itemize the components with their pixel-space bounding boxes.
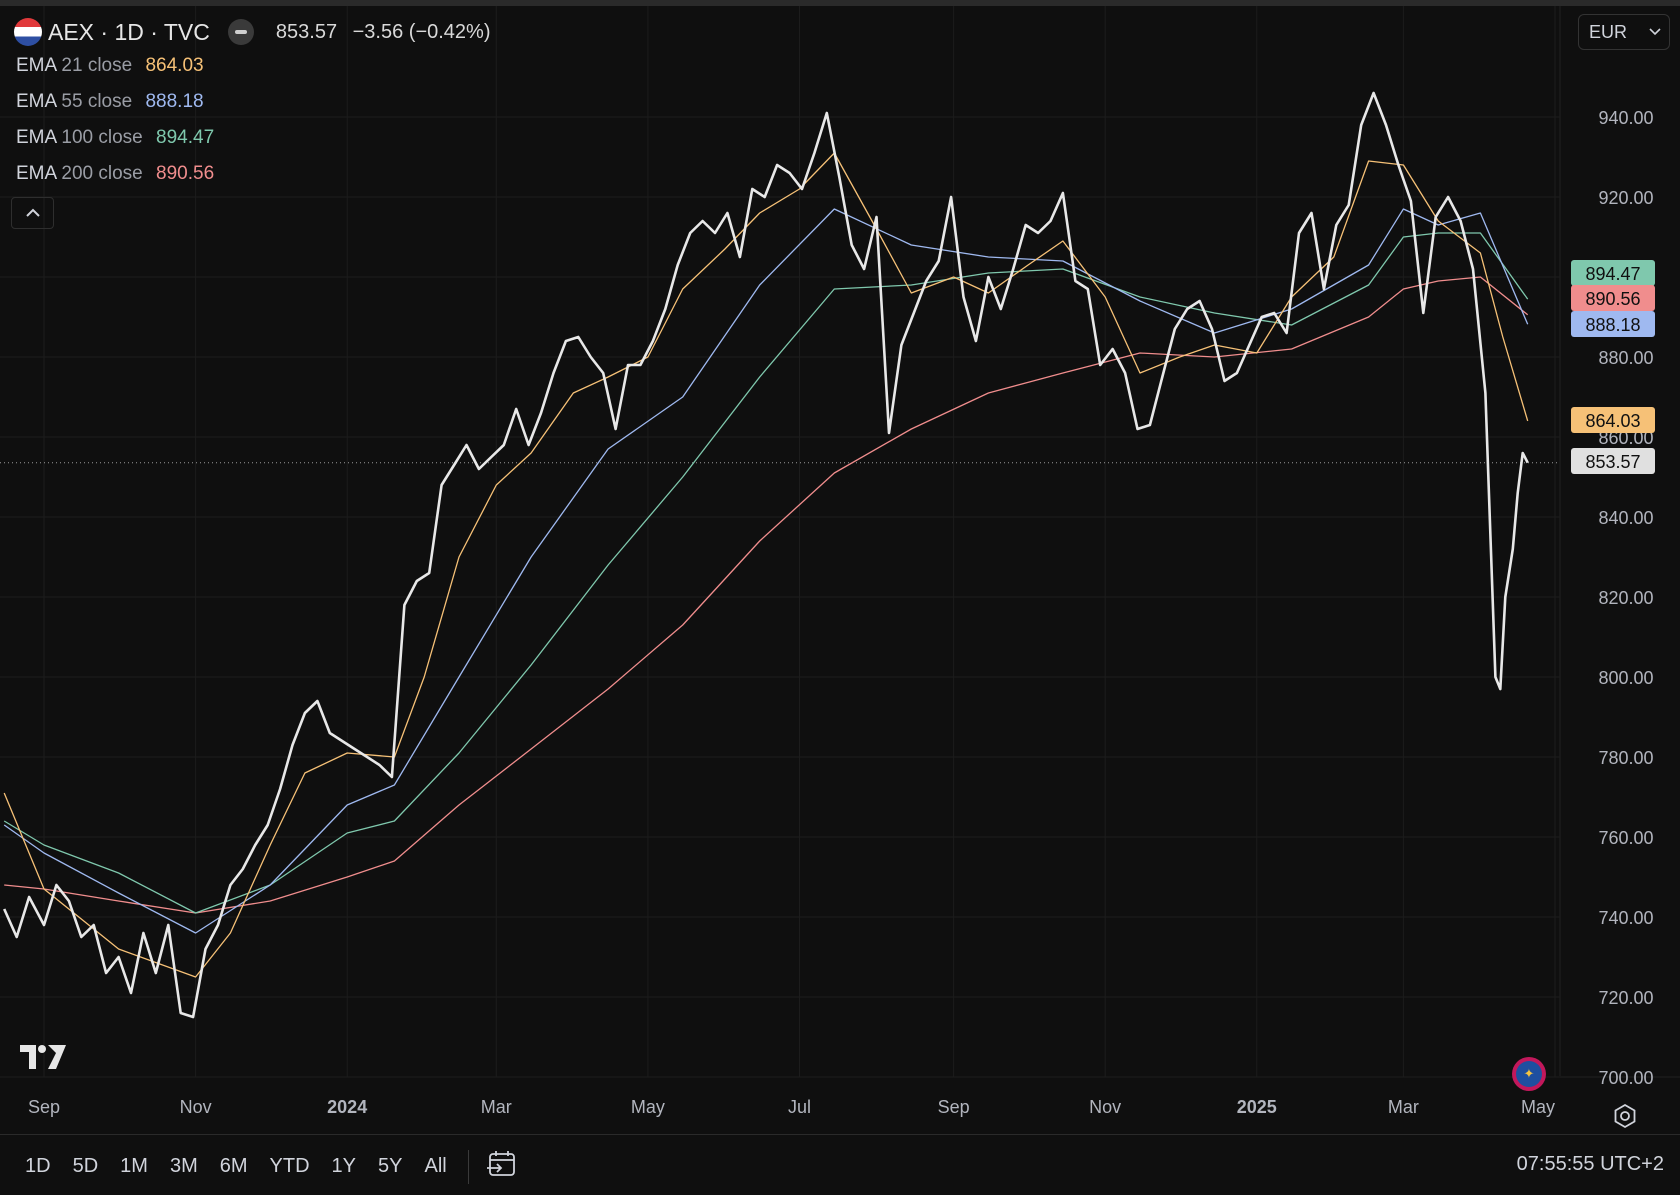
indicator-value: 890.56 <box>156 163 215 184</box>
indicator-name: EMA <box>16 127 57 148</box>
x-tick-label: Sep <box>938 1097 970 1117</box>
range-ytd-button[interactable]: YTD <box>269 1155 310 1177</box>
ema-series-line <box>3 152 1529 978</box>
last-price: 853.57 <box>275 20 338 43</box>
indicator-value: 888.18 <box>145 91 204 112</box>
indicator-params: 55 close <box>61 91 133 112</box>
range-all-button[interactable]: All <box>424 1155 447 1177</box>
price-tag-label: 894.47 <box>1585 264 1640 284</box>
price-tag-label: 864.03 <box>1585 411 1640 431</box>
price-tag-label: 853.57 <box>1585 452 1640 472</box>
indicator-params: 200 close <box>61 163 143 184</box>
range-1m-button[interactable]: 1M <box>120 1155 148 1177</box>
range-3m-button[interactable]: 3M <box>169 1155 198 1177</box>
indicator-ema-21[interactable]: EMA 21 close 864.03 <box>16 55 204 77</box>
indicator-name: EMA <box>16 55 57 76</box>
price-chart[interactable]: 700.00 720.00 740.00 760.00 780.00 800.00 820.… <box>0 6 1680 1134</box>
symbol-title[interactable]: AEX · 1D · TVC <box>48 18 210 45</box>
market-status-icon[interactable] <box>227 19 254 45</box>
settings-gear-icon[interactable] <box>1612 1103 1638 1134</box>
indicator-value: 864.03 <box>145 55 204 76</box>
x-tick-label: Sep <box>28 1097 60 1117</box>
currency-select[interactable]: EUR <box>1578 14 1670 50</box>
price-tag <box>1571 285 1655 311</box>
x-tick-label: Jul <box>788 1097 811 1117</box>
window-top-edge <box>0 0 1680 6</box>
indicator-name: EMA <box>16 91 57 112</box>
collapse-chevron-icon <box>25 208 40 217</box>
ema-series-line <box>3 208 1529 934</box>
y-tick-label: 880.00 <box>1598 348 1653 368</box>
netherlands-flag-icon <box>14 18 42 46</box>
y-tick-label: 780.00 <box>1598 748 1653 768</box>
x-tick-label: 2025 <box>1237 1097 1277 1117</box>
ema-series-line <box>3 232 1529 914</box>
indicator-params: 100 close <box>61 127 143 148</box>
x-tick-label: Mar <box>481 1097 512 1117</box>
indicator-ema-100[interactable]: EMA 100 close 894.47 <box>16 127 214 149</box>
y-tick-label: 740.00 <box>1598 908 1653 928</box>
range-1y-button[interactable]: 1Y <box>331 1155 357 1177</box>
toolbar-divider <box>467 1149 469 1184</box>
x-tick-label: Mar <box>1388 1097 1419 1117</box>
ema-series-line <box>4 276 1529 914</box>
range-buttons: 1D 5D 1M 3M 6M YTD 1Y 5Y All <box>14 1149 517 1184</box>
indicator-ema-200[interactable]: EMA 200 close 890.56 <box>16 163 214 185</box>
price-tag-label: 890.56 <box>1585 289 1640 309</box>
eu-stars: ✦ <box>1516 1061 1542 1087</box>
range-6m-button[interactable]: 6M <box>219 1155 248 1177</box>
chevron-down-icon <box>1649 28 1661 36</box>
indicator-name: EMA <box>16 163 57 184</box>
y-tick-label: 940.00 <box>1598 108 1653 128</box>
y-tick-label: 720.00 <box>1598 988 1653 1008</box>
x-tick-label: May <box>1521 1097 1555 1117</box>
price-change: −3.56 (−0.42%) <box>352 20 491 43</box>
calendar-goto-icon[interactable] <box>486 1150 517 1183</box>
clock-timezone[interactable]: 07:55:55 UTC+2 <box>1516 1153 1664 1175</box>
y-tick-label: 760.00 <box>1598 828 1653 848</box>
price-tag <box>1571 260 1655 286</box>
y-tick-label: 920.00 <box>1598 188 1653 208</box>
tradingview-logo-icon[interactable] <box>20 1045 66 1074</box>
y-tick-label: 700.00 <box>1598 1068 1653 1088</box>
indicator-params: 21 close <box>61 55 133 76</box>
y-tick-label: 800.00 <box>1598 668 1653 688</box>
bottom-toolbar: 1D 5D 1M 3M 6M YTD 1Y 5Y All 07:55:55 UT… <box>0 1134 1680 1195</box>
range-5y-button[interactable]: 5Y <box>378 1155 403 1177</box>
price-tag <box>1571 407 1655 433</box>
price-series-line <box>3 91 1529 1019</box>
collapse-legend-button[interactable] <box>11 197 54 229</box>
y-tick-label: 820.00 <box>1598 588 1653 608</box>
indicator-value: 894.47 <box>156 127 215 148</box>
currency-label: EUR <box>1589 21 1628 42</box>
eu-flag-icon[interactable]: ✦ <box>1512 1057 1546 1091</box>
price-tag <box>1571 311 1655 337</box>
x-tick-label: Nov <box>1089 1097 1121 1117</box>
price-tag <box>1571 448 1655 474</box>
x-tick-label: May <box>631 1097 665 1117</box>
symbol-header: AEX · 1D · TVC 853.57 −3.56 (−0.42%) <box>14 16 501 48</box>
x-tick-label: Nov <box>180 1097 212 1117</box>
indicator-ema-55[interactable]: EMA 55 close 888.18 <box>16 91 204 113</box>
quote: 853.57 −3.56 (−0.42%) <box>276 21 501 44</box>
price-tag-label: 888.18 <box>1585 315 1640 335</box>
range-5d-button[interactable]: 5D <box>72 1155 99 1177</box>
range-1d-button[interactable]: 1D <box>25 1155 51 1177</box>
x-tick-label: 2024 <box>327 1097 367 1117</box>
y-tick-label: 840.00 <box>1598 508 1653 528</box>
